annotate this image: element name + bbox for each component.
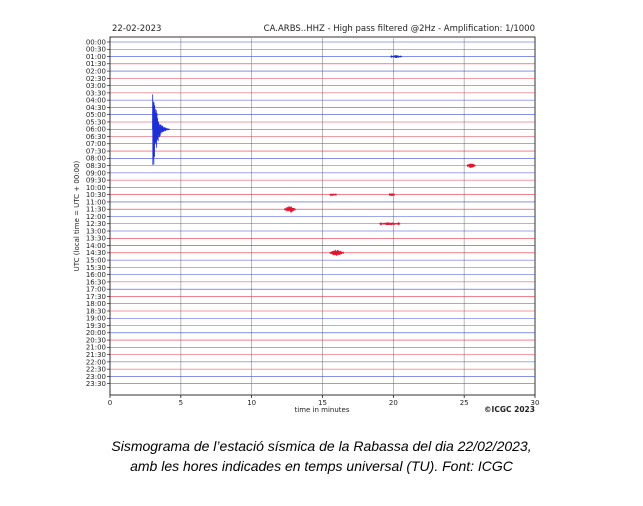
y-tick-label: 21:30 (86, 351, 106, 359)
trace-lines (110, 41, 535, 384)
y-tick-label: 19:00 (86, 315, 106, 323)
y-tick-label: 04:00 (86, 97, 106, 105)
event-waveform (390, 54, 402, 59)
y-tick-label: 17:00 (86, 286, 106, 294)
event-waveform (283, 206, 296, 213)
y-tick-label: 01:30 (86, 60, 106, 68)
event-waveform (329, 249, 344, 256)
y-tick-label: 10:30 (86, 191, 106, 199)
y-tick-label: 16:30 (86, 278, 106, 286)
x-tick-label: 20 (389, 399, 398, 407)
y-tick-label: 04:30 (86, 104, 106, 112)
y-tick-label: 11:00 (86, 198, 106, 206)
y-tick-label: 22:00 (86, 358, 106, 366)
seismogram-figure: 22-02-2023 CA.ARBS..HHZ - High pass filt… (73, 24, 540, 414)
y-tick-label: 22:30 (86, 366, 106, 374)
x-tick-label: 5 (179, 399, 183, 407)
y-tick-label: 12:30 (86, 220, 106, 228)
y-tick-label: 21:00 (86, 344, 106, 352)
y-tick-label: 12:00 (86, 213, 106, 221)
y-tick-label: 11:30 (86, 206, 106, 214)
y-tick-label: 13:30 (86, 235, 106, 243)
y-tick-label: 13:00 (86, 227, 106, 235)
x-tick-label: 15 (318, 399, 327, 407)
vertical-grid (180, 37, 465, 395)
x-axis-label: time in minutes (295, 406, 350, 414)
header-station-info: CA.ARBS..HHZ - High pass filtered @2Hz -… (264, 24, 535, 34)
caption-line-2: amb les hores indicades en temps univers… (130, 458, 513, 474)
x-tick-label: 25 (460, 399, 469, 407)
y-tick-label: 00:00 (86, 38, 106, 46)
x-axis-ticks: 0 5 10 15 20 25 30 (108, 395, 540, 407)
y-tick-label: 10:00 (86, 184, 106, 192)
x-tick-label: 0 (108, 399, 112, 407)
y-tick-label: 18:00 (86, 300, 106, 308)
event-waveform (379, 221, 401, 226)
y-tick-label: 07:00 (86, 140, 106, 148)
y-tick-label: 09:00 (86, 169, 106, 177)
figure-caption: Sismograma de l’estació sísmica de la Ra… (0, 436, 643, 476)
x-tick-label: 30 (531, 399, 540, 407)
y-tick-label: 18:30 (86, 307, 106, 315)
y-tick-label: 23:00 (86, 373, 106, 381)
event-waveform (329, 192, 337, 197)
y-tick-label: 23:30 (86, 380, 106, 388)
header-date: 22-02-2023 (112, 24, 161, 34)
y-tick-label: 17:30 (86, 293, 106, 301)
y-tick-label: 09:30 (86, 177, 106, 185)
y-tick-label: 02:30 (86, 75, 106, 83)
y-tick-label: 14:00 (86, 242, 106, 250)
y-tick-label: 15:30 (86, 264, 106, 272)
y-tick-label: 14:30 (86, 249, 106, 257)
y-tick-label: 15:00 (86, 257, 106, 265)
y-tick-label: 08:30 (86, 162, 106, 170)
y-tick-label: 08:00 (86, 155, 106, 163)
y-tick-label: 01:00 (86, 53, 106, 61)
event-waveform (466, 163, 476, 169)
y-tick-label: 02:00 (86, 67, 106, 75)
x-tick-label: 10 (247, 399, 256, 407)
y-tick-label: 05:30 (86, 118, 106, 126)
y-tick-label: 20:30 (86, 336, 106, 344)
y-tick-label: 06:00 (86, 126, 106, 134)
y-tick-label: 00:30 (86, 46, 106, 54)
y-axis-label: UTC (local time = UTC + 00:00) (73, 160, 81, 271)
y-tick-label: 05:00 (86, 111, 106, 119)
y-tick-label: 07:30 (86, 147, 106, 155)
y-axis-ticks: 00:0000:3001:0001:3002:0002:3003:0003:30… (86, 38, 110, 388)
y-tick-label: 19:30 (86, 322, 106, 330)
event-waveform (152, 94, 170, 165)
y-tick-label: 03:00 (86, 82, 106, 90)
y-tick-label: 03:30 (86, 89, 106, 97)
y-tick-label: 16:00 (86, 271, 106, 279)
seismic-events (152, 54, 476, 256)
y-tick-label: 20:00 (86, 329, 106, 337)
y-tick-label: 06:30 (86, 133, 106, 141)
event-waveform (388, 192, 395, 197)
credit-label: ©ICGC 2023 (484, 405, 535, 414)
caption-line-1: Sismograma de l’estació sísmica de la Ra… (111, 438, 532, 454)
